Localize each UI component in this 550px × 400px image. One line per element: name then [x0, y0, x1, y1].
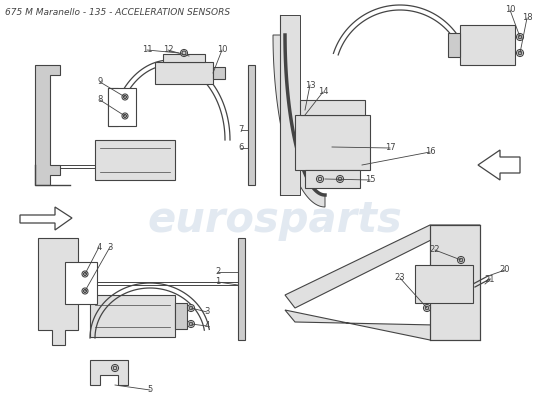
Polygon shape — [478, 150, 520, 180]
Circle shape — [122, 94, 128, 100]
Text: 23: 23 — [395, 274, 405, 282]
Circle shape — [82, 271, 88, 277]
Polygon shape — [285, 310, 480, 340]
Polygon shape — [90, 360, 128, 385]
Text: 12: 12 — [163, 46, 173, 54]
Polygon shape — [273, 35, 325, 207]
Bar — [95, 140, 175, 180]
Circle shape — [112, 364, 118, 372]
Bar — [300, 100, 365, 115]
Circle shape — [84, 272, 86, 276]
Text: 7: 7 — [238, 126, 244, 134]
Circle shape — [424, 304, 431, 312]
Text: 17: 17 — [384, 144, 395, 152]
Text: 16: 16 — [425, 148, 435, 156]
Circle shape — [516, 34, 524, 40]
Bar — [430, 225, 480, 340]
Circle shape — [516, 50, 524, 56]
Bar — [280, 15, 300, 195]
Bar — [305, 170, 360, 188]
Circle shape — [188, 304, 195, 312]
Bar — [460, 25, 515, 65]
Text: 3: 3 — [107, 242, 113, 252]
Text: 18: 18 — [522, 14, 532, 22]
Text: 1: 1 — [216, 278, 221, 286]
Circle shape — [458, 256, 465, 264]
Circle shape — [338, 177, 342, 181]
Circle shape — [180, 50, 188, 56]
Text: 10: 10 — [217, 46, 227, 54]
Bar — [163, 54, 205, 62]
Circle shape — [316, 176, 323, 182]
Circle shape — [459, 258, 463, 262]
Circle shape — [518, 51, 522, 55]
Bar — [295, 115, 370, 170]
Circle shape — [182, 51, 186, 55]
Text: 5: 5 — [147, 386, 153, 394]
Bar — [155, 62, 213, 84]
Bar — [65, 262, 97, 304]
Circle shape — [122, 113, 128, 119]
Circle shape — [84, 290, 86, 292]
Circle shape — [82, 288, 88, 294]
Polygon shape — [38, 238, 78, 345]
Circle shape — [518, 35, 522, 39]
Text: 9: 9 — [97, 78, 103, 86]
Text: 14: 14 — [318, 88, 328, 96]
Text: 22: 22 — [430, 246, 440, 254]
Circle shape — [113, 366, 117, 370]
Text: 10: 10 — [505, 6, 515, 14]
Circle shape — [425, 306, 429, 310]
Text: 4: 4 — [205, 322, 210, 330]
Polygon shape — [238, 238, 245, 340]
Text: 6: 6 — [238, 144, 244, 152]
Circle shape — [318, 177, 322, 181]
Text: 3: 3 — [204, 308, 210, 316]
Text: 20: 20 — [500, 266, 510, 274]
Bar — [213, 67, 225, 79]
Polygon shape — [20, 207, 72, 230]
Circle shape — [337, 176, 344, 182]
Bar — [108, 88, 136, 126]
Circle shape — [124, 114, 126, 118]
Circle shape — [188, 320, 195, 328]
Text: eurosparts: eurosparts — [147, 199, 403, 241]
Text: 4: 4 — [96, 242, 102, 252]
Polygon shape — [248, 65, 255, 185]
Polygon shape — [285, 225, 480, 308]
Text: 21: 21 — [485, 276, 495, 284]
Text: 11: 11 — [142, 46, 152, 54]
Bar — [448, 33, 460, 57]
Bar — [415, 265, 473, 303]
Circle shape — [189, 322, 193, 326]
Circle shape — [189, 306, 193, 310]
Bar — [90, 295, 175, 337]
Text: 13: 13 — [305, 80, 315, 90]
Circle shape — [124, 96, 126, 98]
Polygon shape — [35, 65, 60, 185]
Text: 2: 2 — [216, 268, 221, 276]
Bar — [175, 303, 187, 329]
Text: 675 M Maranello - 135 - ACCELERATION SENSORS: 675 M Maranello - 135 - ACCELERATION SEN… — [5, 8, 230, 17]
Text: 8: 8 — [97, 96, 103, 104]
Text: 15: 15 — [365, 176, 375, 184]
Polygon shape — [108, 88, 128, 126]
